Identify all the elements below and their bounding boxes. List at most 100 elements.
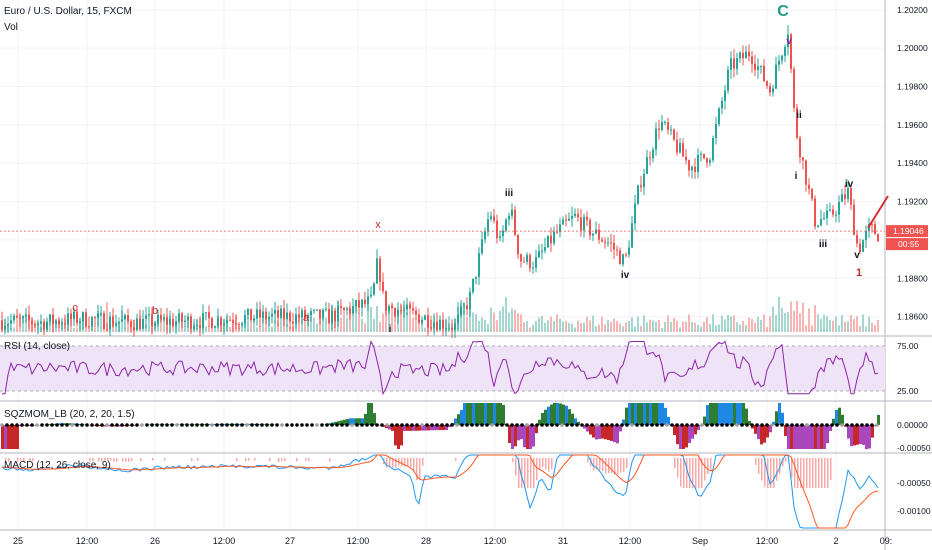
volume-bar <box>343 308 345 332</box>
sqz-dot <box>280 423 284 427</box>
sqz-bar <box>502 404 505 425</box>
volume-bar <box>625 322 627 332</box>
sqz-dot <box>705 423 709 427</box>
macd-hist-bar <box>164 458 166 461</box>
rsi-tick-label: 25.00 <box>897 386 919 396</box>
volume-bar <box>370 307 372 332</box>
volume-bar <box>871 322 873 332</box>
candle-body <box>733 58 735 69</box>
sqz-bar <box>733 403 736 425</box>
volume-bar <box>157 322 159 332</box>
sqz-dot <box>370 423 374 427</box>
sqz-dot <box>755 423 759 427</box>
volume-bar <box>607 319 609 332</box>
volume-bar <box>724 319 726 332</box>
sqz-bar <box>583 425 586 429</box>
candle-body <box>280 308 282 318</box>
sqz-bar <box>769 425 772 433</box>
sqz-dot <box>255 423 259 427</box>
volume-bar <box>10 327 12 332</box>
candle-body <box>241 323 243 325</box>
candle-body <box>178 313 180 322</box>
current-price-badge <box>886 225 928 238</box>
macd-hist-bar <box>140 458 142 462</box>
sqz-dot <box>525 423 529 427</box>
macd-hist-bar <box>386 458 388 468</box>
volume-bar <box>322 317 324 332</box>
candle-body <box>46 321 48 330</box>
candle-body <box>277 310 279 318</box>
sqz-dot <box>365 423 369 427</box>
macd-hist-bar <box>827 458 829 488</box>
symbol-title[interactable]: Euro / U.S. Dollar, 15, FXCM <box>4 6 132 17</box>
sqz-dot <box>460 423 464 427</box>
sqz-bar <box>529 425 532 449</box>
volume-bar <box>595 326 597 332</box>
candle-body <box>499 236 501 239</box>
macd-line <box>1 454 879 529</box>
sqz-bar <box>805 425 808 449</box>
volume-bar <box>517 313 519 332</box>
sqz-dot <box>850 423 854 427</box>
macd-hist-bar <box>527 458 529 488</box>
candle-body <box>91 317 93 327</box>
candle-body <box>229 320 231 322</box>
volume-bar <box>610 322 612 332</box>
volume-bar <box>745 325 747 332</box>
volume-bar <box>385 311 387 332</box>
candle-body <box>661 122 663 130</box>
sqz-dot <box>475 423 479 427</box>
sqz-dot <box>50 423 54 427</box>
sqz-dot <box>565 423 569 427</box>
sqz-dot <box>405 423 409 427</box>
sqz-dot <box>310 423 314 427</box>
candle-body <box>613 242 615 250</box>
sqz-bar <box>103 425 106 427</box>
candle-body <box>328 308 330 324</box>
candle-body <box>871 224 873 226</box>
macd-hist-bar <box>791 458 793 478</box>
sqz-bar <box>208 424 211 425</box>
candle-body <box>322 309 324 319</box>
sqz-dot <box>185 423 189 427</box>
volume-bar <box>787 312 789 332</box>
candle-body <box>298 314 300 318</box>
sqz-dot <box>865 423 869 427</box>
candle-body <box>463 305 465 307</box>
candle-body <box>49 314 51 322</box>
macd-label[interactable]: MACD (12, 26, close, 9) <box>4 460 111 471</box>
sqz-label[interactable]: SQZMOM_LB (20, 2, 20, 1.5) <box>4 409 135 420</box>
rsi-label[interactable]: RSI (14, close) <box>4 341 71 352</box>
macd-hist-bar <box>620 458 622 473</box>
candle-body <box>223 323 225 326</box>
sqz-bar <box>586 425 589 432</box>
sqz-bar <box>730 403 733 425</box>
sqz-dot <box>825 423 829 427</box>
sqz-dot <box>300 423 304 427</box>
candle-body <box>289 312 291 322</box>
candle-body <box>160 314 162 320</box>
volume-bar <box>877 320 879 332</box>
sqz-dot <box>715 423 719 427</box>
volume-bar <box>511 308 513 332</box>
volume-bar <box>289 326 291 332</box>
candle-body <box>139 318 141 329</box>
volume-bar <box>514 309 516 332</box>
sqz-dot <box>75 423 79 427</box>
wave-label-1: 1 <box>856 267 862 279</box>
sqz-bar <box>358 418 361 425</box>
sqz-dot <box>470 423 474 427</box>
sqz-bar <box>370 403 373 425</box>
sqz-bar <box>601 425 604 439</box>
volume-bar <box>823 314 825 332</box>
candle-body <box>484 231 486 240</box>
sqz-dot <box>760 423 764 427</box>
candle-body <box>301 310 303 318</box>
candle-body <box>361 299 363 308</box>
time-tick-label: 28 <box>421 536 431 546</box>
sqz-dot <box>250 423 254 427</box>
volume-label[interactable]: Vol <box>4 22 18 33</box>
candle-body <box>307 315 309 318</box>
